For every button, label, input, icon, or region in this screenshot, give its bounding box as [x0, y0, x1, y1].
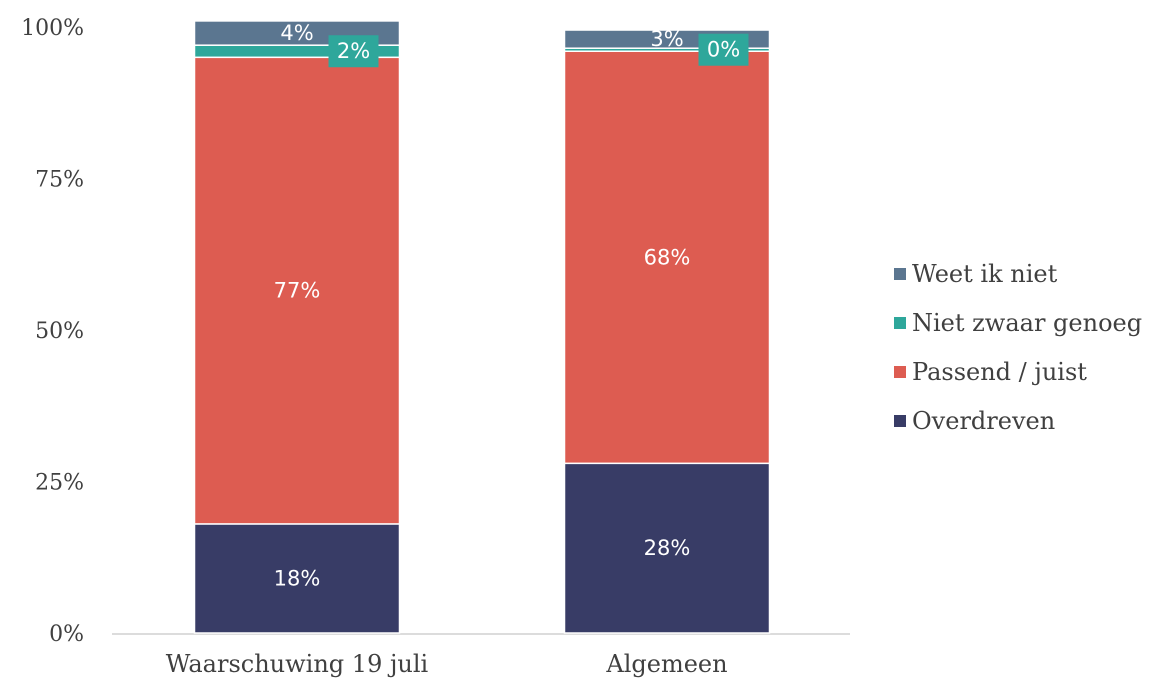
data-labels-group: 18% 77% 2% 4% 28% 68% 0% 3% [274, 21, 749, 590]
data-label-box [328, 35, 379, 68]
category-label: Waarschuwing 19 juli [166, 650, 429, 678]
legend-swatch [894, 366, 906, 378]
data-label: 68% [644, 245, 691, 269]
data-label-box [698, 33, 749, 66]
bar-segment [193, 56, 401, 525]
y-tick-label: 100% [21, 16, 84, 41]
legend-label: Weet ik niet [912, 260, 1058, 288]
data-label: 77% [274, 279, 321, 303]
data-label: 3% [650, 27, 683, 51]
bar-segment [563, 50, 771, 465]
category-label: Algemeen [605, 650, 727, 678]
bar-segment [563, 462, 771, 634]
data-label: 2% [337, 39, 370, 63]
data-label: 28% [644, 536, 691, 560]
bar-segment [193, 523, 401, 634]
data-label: 4% [280, 21, 313, 45]
data-label: 0% [707, 38, 740, 62]
legend-label: Overdreven [912, 407, 1055, 435]
y-tick-label: 0% [49, 622, 84, 647]
y-tick-label: 75% [35, 168, 84, 193]
legend-label: Niet zwaar genoeg [912, 309, 1142, 337]
category-labels-group: Waarschuwing 19 juli Algemeen [166, 650, 728, 678]
legend-swatch [894, 317, 906, 329]
legend: Weet ik niet Niet zwaar genoeg Passend / j… [894, 260, 1142, 435]
data-label: 18% [274, 566, 321, 590]
legend-swatch [894, 415, 906, 427]
y-tick-label: 50% [35, 319, 84, 344]
y-axis-ticks: 0% 25% 50% 75% 100% [21, 16, 84, 647]
legend-swatch [894, 268, 906, 280]
legend-label: Passend / juist [912, 358, 1087, 386]
y-tick-label: 25% [35, 471, 84, 496]
